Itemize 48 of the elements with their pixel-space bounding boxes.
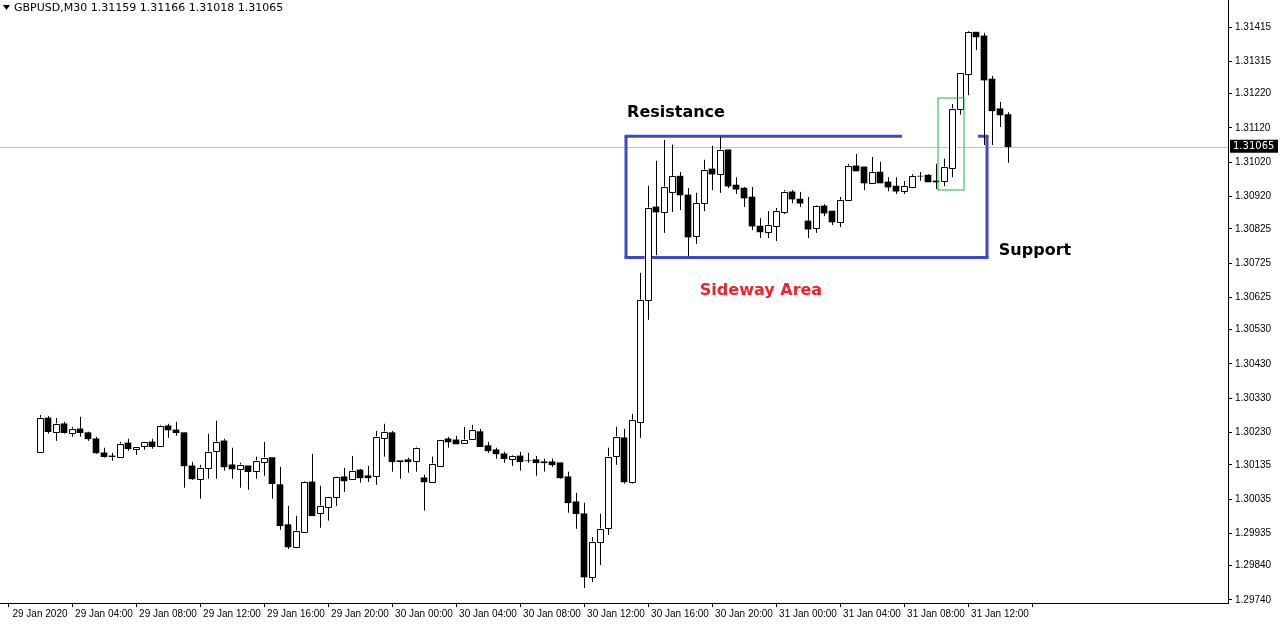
y-tick-label: 1.31120 <box>1235 121 1271 133</box>
candlestick <box>420 474 428 512</box>
x-tick-label: 30 Jan 16:00 <box>651 607 710 619</box>
x-tick-label: 30 Jan 12:00 <box>587 607 646 619</box>
y-tick-label: 1.30825 <box>1235 222 1272 234</box>
x-tick-label: 29 Jan 16:00 <box>267 607 326 619</box>
y-tick-label: 1.29740 <box>1235 593 1272 605</box>
ref-line-label: 1.31065 <box>1233 140 1275 152</box>
y-tick-label: 1.30230 <box>1235 426 1272 438</box>
x-tick-label: 30 Jan 04:00 <box>459 607 518 619</box>
x-tick-label: 31 Jan 04:00 <box>843 607 902 619</box>
ref-line-label: Support <box>998 240 1072 260</box>
annotation: Sideway Area <box>699 280 823 300</box>
ref-line-label: Resistance <box>627 102 726 122</box>
x-tick-label: 29 Jan 04:00 <box>75 607 134 619</box>
chart-title: GBPUSD,M30 1.31159 1.31166 1.31018 1.31065 <box>14 1 284 14</box>
x-tick-label: 31 Jan 12:00 <box>971 607 1030 619</box>
x-tick-label: 30 Jan 00:00 <box>395 607 454 619</box>
y-tick-label: 1.30330 <box>1235 391 1272 403</box>
y-tick-label: 1.30725 <box>1235 256 1272 268</box>
x-tick-label: 31 Jan 08:00 <box>907 607 966 619</box>
y-tick-label: 1.31220 <box>1235 87 1272 99</box>
candlestick <box>228 447 236 480</box>
candlestick <box>524 452 532 464</box>
y-tick-label: 1.30135 <box>1235 458 1272 470</box>
y-tick-label: 1.29840 <box>1235 559 1272 571</box>
x-tick-label: 29 Jan 12:00 <box>203 607 262 619</box>
y-tick-label: 1.31020 <box>1235 155 1272 167</box>
y-tick-label: 1.31315 <box>1235 54 1272 66</box>
y-tick-label: 1.31415 <box>1235 20 1272 32</box>
candlestick <box>396 460 404 480</box>
y-tick-label: 1.30625 <box>1235 290 1272 302</box>
candlestick <box>284 505 292 550</box>
x-tick-label: 30 Jan 20:00 <box>715 607 774 619</box>
y-tick-label: 1.30035 <box>1235 492 1272 504</box>
candlestick <box>412 446 420 473</box>
x-tick-label: 29 Jan 08:00 <box>139 607 198 619</box>
y-tick-label: 1.30530 <box>1235 323 1272 335</box>
y-tick-label: 1.30920 <box>1235 190 1272 202</box>
y-tick-label: 1.30430 <box>1235 357 1272 369</box>
candlestick <box>572 492 580 530</box>
candlestick <box>532 455 540 477</box>
x-tick-label: 31 Jan 00:00 <box>779 607 838 619</box>
x-tick-label: 30 Jan 08:00 <box>523 607 582 619</box>
x-tick-label: 29 Jan 20:00 <box>331 607 390 619</box>
x-tick-label: 29 Jan 2020 <box>12 607 68 619</box>
y-tick-label: 1.29935 <box>1235 526 1272 538</box>
candlestick <box>996 101 1004 128</box>
